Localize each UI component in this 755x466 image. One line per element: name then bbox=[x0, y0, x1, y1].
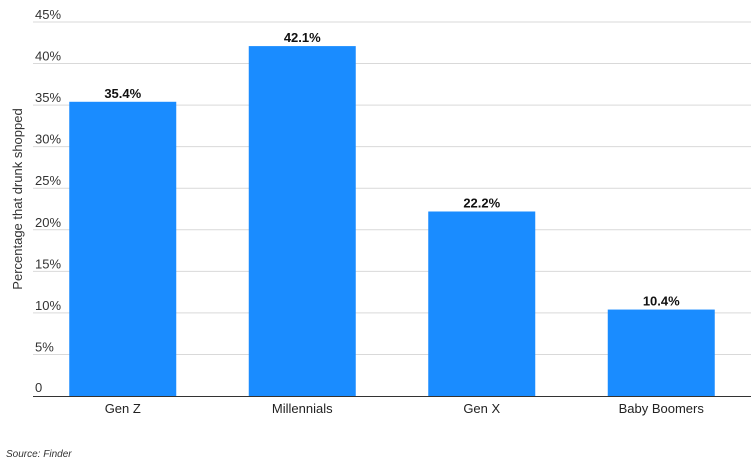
y-tick-label: 25% bbox=[35, 173, 61, 188]
bar bbox=[69, 101, 177, 396]
bars bbox=[69, 46, 715, 396]
y-tick-label: 30% bbox=[35, 132, 61, 147]
bar bbox=[248, 46, 356, 396]
x-axis-categories: Gen Z Millennials Gen X Baby Boomers bbox=[105, 401, 705, 416]
bar-value-label: 35.4% bbox=[104, 86, 141, 101]
bar-value-label: 42.1% bbox=[284, 30, 321, 45]
y-tick-label: 20% bbox=[35, 215, 61, 230]
y-axis-title: Percentage that drunk shopped bbox=[10, 108, 25, 289]
y-tick-label: 35% bbox=[35, 90, 61, 105]
data-labels: 35.4% 42.1% 22.2% 10.4% bbox=[104, 30, 680, 308]
y-tick-label: 5% bbox=[35, 339, 54, 354]
y-tick-label: 15% bbox=[35, 256, 61, 271]
x-category-label: Gen Z bbox=[105, 401, 141, 416]
x-category-label: Millennials bbox=[272, 401, 333, 416]
y-tick-label: 0 bbox=[35, 380, 42, 395]
bar bbox=[607, 309, 715, 396]
source-note: Source: Finder bbox=[6, 449, 72, 460]
y-axis-ticks: 0 5% 10% 15% 20% 25% 30% 35% 40% 45% bbox=[35, 7, 61, 395]
y-tick-label: 45% bbox=[35, 7, 61, 22]
y-tick-label: 10% bbox=[35, 298, 61, 313]
bar-value-label: 22.2% bbox=[463, 195, 500, 210]
bar bbox=[428, 211, 536, 396]
x-category-label: Baby Boomers bbox=[619, 401, 705, 416]
bar-value-label: 10.4% bbox=[643, 294, 680, 309]
y-tick-label: 40% bbox=[35, 49, 61, 64]
x-category-label: Gen X bbox=[463, 401, 500, 416]
